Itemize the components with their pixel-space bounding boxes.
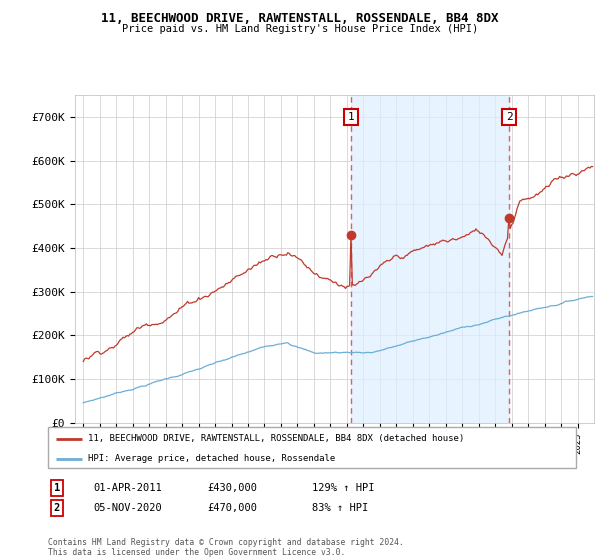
Text: Contains HM Land Registry data © Crown copyright and database right 2024.
This d: Contains HM Land Registry data © Crown c… xyxy=(48,538,404,557)
Text: Price paid vs. HM Land Registry's House Price Index (HPI): Price paid vs. HM Land Registry's House … xyxy=(122,24,478,34)
Text: 11, BEECHWOOD DRIVE, RAWTENSTALL, ROSSENDALE, BB4 8DX: 11, BEECHWOOD DRIVE, RAWTENSTALL, ROSSEN… xyxy=(101,12,499,25)
Text: 2: 2 xyxy=(506,112,512,122)
Text: 1: 1 xyxy=(347,112,355,122)
Text: 11, BEECHWOOD DRIVE, RAWTENSTALL, ROSSENDALE, BB4 8DX (detached house): 11, BEECHWOOD DRIVE, RAWTENSTALL, ROSSEN… xyxy=(88,434,464,443)
Text: HPI: Average price, detached house, Rossendale: HPI: Average price, detached house, Ross… xyxy=(88,454,335,463)
Text: 129% ↑ HPI: 129% ↑ HPI xyxy=(312,483,374,493)
FancyBboxPatch shape xyxy=(48,427,576,468)
Text: 01-APR-2011: 01-APR-2011 xyxy=(93,483,162,493)
Text: 83% ↑ HPI: 83% ↑ HPI xyxy=(312,503,368,513)
Text: 2: 2 xyxy=(54,503,60,513)
Bar xyxy=(351,95,509,423)
Text: 1: 1 xyxy=(54,483,60,493)
Text: £430,000: £430,000 xyxy=(207,483,257,493)
Text: £470,000: £470,000 xyxy=(207,503,257,513)
Text: 05-NOV-2020: 05-NOV-2020 xyxy=(93,503,162,513)
